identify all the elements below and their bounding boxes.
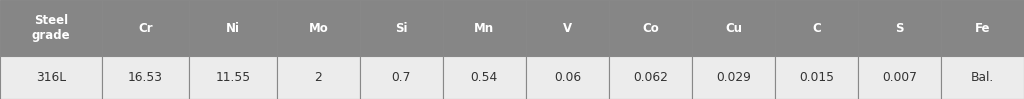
Bar <box>526 56 609 99</box>
Text: Mn: Mn <box>474 22 495 35</box>
Text: Mo: Mo <box>308 22 328 35</box>
Bar <box>692 0 775 56</box>
Bar <box>941 0 1024 56</box>
Text: 0.54: 0.54 <box>471 71 498 84</box>
Text: 0.015: 0.015 <box>799 71 834 84</box>
Text: 0.06: 0.06 <box>554 71 581 84</box>
Bar <box>775 56 858 99</box>
Text: Cu: Cu <box>725 22 742 35</box>
Bar <box>101 56 189 99</box>
Bar <box>941 56 1024 99</box>
Bar <box>0 56 101 99</box>
Text: 0.7: 0.7 <box>391 71 411 84</box>
Text: 316L: 316L <box>36 71 66 84</box>
Text: 0.007: 0.007 <box>882 71 916 84</box>
Bar <box>189 0 276 56</box>
Bar <box>189 56 276 99</box>
Bar <box>276 56 359 99</box>
Bar <box>526 0 609 56</box>
Bar <box>609 0 692 56</box>
Bar <box>775 0 858 56</box>
Bar <box>858 56 941 99</box>
Text: Si: Si <box>395 22 408 35</box>
Bar <box>359 56 442 99</box>
Text: C: C <box>812 22 821 35</box>
Text: 0.062: 0.062 <box>633 71 668 84</box>
Text: Co: Co <box>642 22 658 35</box>
Text: Fe: Fe <box>975 22 990 35</box>
Text: Cr: Cr <box>138 22 153 35</box>
Text: Bal.: Bal. <box>971 71 994 84</box>
Bar <box>609 56 692 99</box>
Text: 0.029: 0.029 <box>716 71 751 84</box>
Text: Ni: Ni <box>226 22 240 35</box>
Bar <box>276 0 359 56</box>
Text: 16.53: 16.53 <box>128 71 163 84</box>
Text: 11.55: 11.55 <box>215 71 251 84</box>
Bar <box>442 0 526 56</box>
Bar <box>359 0 442 56</box>
Text: 2: 2 <box>314 71 323 84</box>
Text: S: S <box>895 22 904 35</box>
Text: Steel
grade: Steel grade <box>32 14 71 42</box>
Bar <box>692 56 775 99</box>
Bar <box>442 56 526 99</box>
Bar <box>858 0 941 56</box>
Bar <box>101 0 189 56</box>
Bar <box>0 0 101 56</box>
Text: V: V <box>563 22 572 35</box>
